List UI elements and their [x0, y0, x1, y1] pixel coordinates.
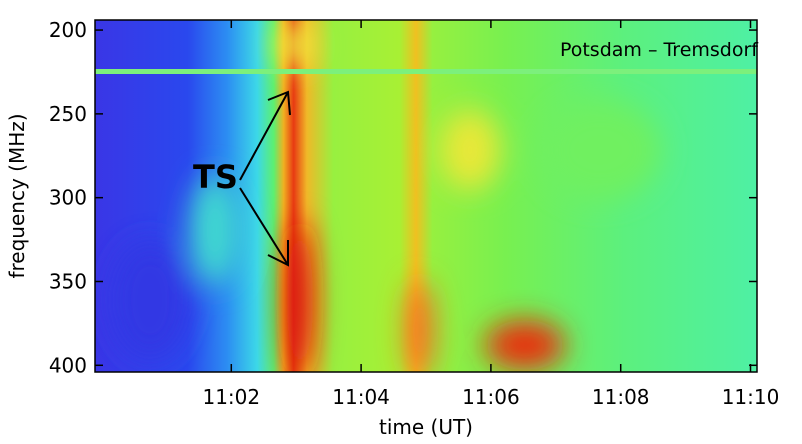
x-axis-label: time (UT): [379, 415, 473, 439]
y-tick-label: 400: [49, 353, 87, 377]
spectrogram: [95, 20, 757, 372]
x-tick-label: 11:10: [722, 385, 780, 409]
plot-frame: [94, 19, 758, 373]
x-tick-label: 11:04: [332, 385, 390, 409]
y-axis-label: frequency (MHz): [5, 113, 29, 278]
x-tick-label: 11:06: [462, 385, 520, 409]
y-tick-label: 300: [49, 186, 87, 210]
feature-label: TS: [193, 158, 238, 196]
station-label: Potsdam – Tremsdorf: [560, 39, 759, 61]
x-tick-label: 11:08: [592, 385, 650, 409]
x-tick-label: 11:02: [202, 385, 260, 409]
arrows: [239, 90, 291, 267]
y-tick-label: 200: [49, 18, 87, 42]
y-tick-label: 350: [49, 269, 87, 293]
y-tick-label: 250: [49, 102, 87, 126]
